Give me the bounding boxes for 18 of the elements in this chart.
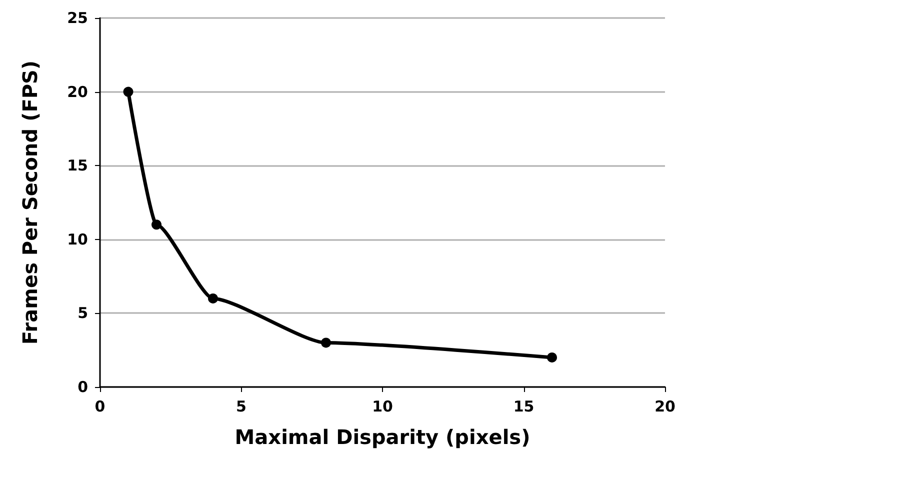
y-tick-label: 20 [67, 82, 88, 101]
y-tick-label: 10 [67, 230, 88, 248]
x-axis-title: Maximal Disparity (pixels) [234, 425, 530, 449]
x-tick-label: 10 [372, 398, 393, 416]
point [547, 352, 557, 362]
y-tick-label: 5 [78, 304, 88, 322]
y-axis-title: Frames Per Second (FPS) [18, 60, 42, 345]
point [152, 220, 162, 230]
point [123, 86, 134, 97]
x-tick-label: 20 [654, 398, 676, 416]
x-tick-label: 0 [94, 398, 106, 416]
y-tick-label: 25 [67, 9, 88, 27]
x-tick-label: 15 [513, 398, 534, 416]
point [321, 338, 331, 348]
y-tick-label: 15 [67, 156, 88, 175]
x-tick-label: 5 [236, 398, 246, 416]
y-tick-label: 0 [78, 378, 88, 396]
point [208, 293, 218, 304]
